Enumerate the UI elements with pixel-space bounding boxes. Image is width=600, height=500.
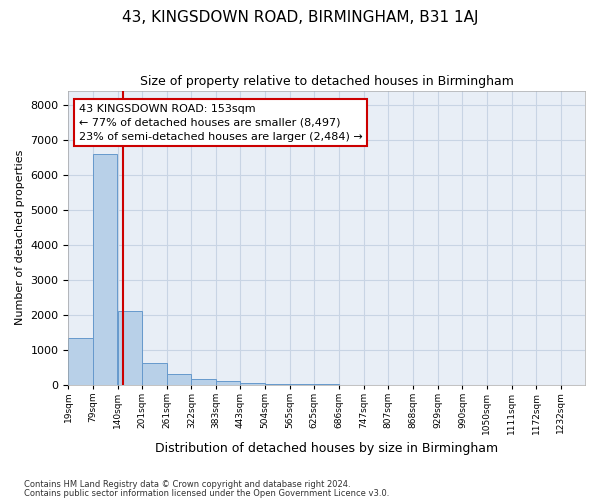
Bar bbox=[191, 380, 216, 384]
Bar bbox=[68, 338, 93, 384]
Bar bbox=[118, 311, 142, 384]
Bar bbox=[241, 383, 265, 384]
Y-axis label: Number of detached properties: Number of detached properties bbox=[15, 150, 25, 326]
Bar bbox=[142, 363, 167, 384]
X-axis label: Distribution of detached houses by size in Birmingham: Distribution of detached houses by size … bbox=[155, 442, 498, 455]
Text: Contains HM Land Registry data © Crown copyright and database right 2024.: Contains HM Land Registry data © Crown c… bbox=[24, 480, 350, 489]
Title: Size of property relative to detached houses in Birmingham: Size of property relative to detached ho… bbox=[140, 75, 514, 88]
Bar bbox=[93, 154, 117, 384]
Bar bbox=[167, 374, 191, 384]
Text: 43, KINGSDOWN ROAD, BIRMINGHAM, B31 1AJ: 43, KINGSDOWN ROAD, BIRMINGHAM, B31 1AJ bbox=[122, 10, 478, 25]
Bar bbox=[216, 381, 241, 384]
Text: Contains public sector information licensed under the Open Government Licence v3: Contains public sector information licen… bbox=[24, 488, 389, 498]
Text: 43 KINGSDOWN ROAD: 153sqm
← 77% of detached houses are smaller (8,497)
23% of se: 43 KINGSDOWN ROAD: 153sqm ← 77% of detac… bbox=[79, 104, 362, 142]
